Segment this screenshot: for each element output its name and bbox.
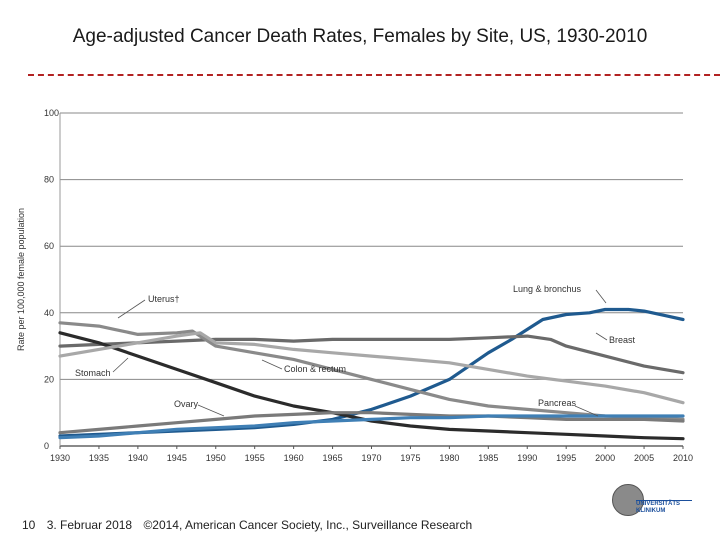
annotation-leader-colon-rectum	[261, 359, 283, 370]
annotation-label-pancreas: Pancreas	[538, 398, 577, 408]
y-tick-label: 60	[44, 241, 54, 251]
annotation-label-lung-bronchus: Lung & bronchus	[513, 284, 582, 294]
series-line-pancreas	[58, 414, 685, 440]
title-divider	[28, 74, 720, 76]
x-tick-label: 1940	[128, 453, 148, 463]
x-tick-label: 1950	[206, 453, 226, 463]
y-tick-label: 100	[44, 108, 59, 118]
annotation-label-stomach: Stomach	[75, 368, 111, 378]
x-tick-label: 1990	[517, 453, 537, 463]
x-tick-label: 1995	[556, 453, 576, 463]
annotation-leader-breast	[595, 332, 608, 341]
annotation-label-uterus: Uterus†	[148, 294, 180, 304]
x-tick-label: 1965	[323, 453, 343, 463]
x-tick-label: 2005	[634, 453, 654, 463]
x-tick-label: 1955	[245, 453, 265, 463]
series-line-colon-rectum	[58, 331, 685, 405]
y-tick-label: 40	[44, 308, 54, 318]
footer-source: ©2014, American Cancer Society, Inc., Su…	[143, 518, 473, 532]
annotation-leader-uterus	[117, 299, 146, 319]
x-tick-label: 1945	[167, 453, 187, 463]
x-tick-label: 2010	[673, 453, 693, 463]
x-tick-label: 1960	[284, 453, 304, 463]
x-tick-label: 1970	[361, 453, 381, 463]
annotation-leader-stomach	[112, 357, 129, 373]
x-tick-label: 1980	[439, 453, 459, 463]
x-tick-label: 1935	[89, 453, 109, 463]
footer-page-number: 10	[22, 518, 36, 532]
x-tick-label: 1975	[400, 453, 420, 463]
x-tick-label: 1930	[50, 453, 70, 463]
annotation-label-colon-rectum: Colon & rectum	[284, 364, 346, 374]
annotation-leader-lung-bronchus	[595, 289, 607, 304]
series-line-uterus	[58, 321, 685, 421]
footer: 10 3. Februar 2018 ©2014, American Cance…	[22, 518, 480, 532]
y-axis-label: Rate per 100,000 female population	[16, 208, 26, 351]
series-line-stomach	[58, 331, 685, 441]
university-logo: UNIVERSITÄTS KLINIKUM	[612, 484, 692, 520]
y-tick-label: 80	[44, 175, 54, 185]
footer-date: 3. Februar 2018	[46, 518, 133, 532]
y-tick-label: 20	[44, 374, 54, 384]
annotation-leader-pancreas	[574, 405, 599, 417]
x-tick-label: 1985	[478, 453, 498, 463]
series-line-breast	[58, 334, 685, 375]
annotation-label-breast: Breast	[609, 335, 636, 345]
series-line-ovary	[58, 411, 685, 435]
page-title: Age-adjusted Cancer Death Rates, Females…	[72, 26, 648, 47]
logo-wordmark: UNIVERSITÄTS KLINIKUM	[636, 500, 692, 515]
annotation-leader-ovary	[197, 404, 225, 417]
annotation-label-ovary: Ovary	[174, 399, 199, 409]
x-tick-label: 2000	[595, 453, 615, 463]
y-tick-label: 0	[44, 441, 49, 451]
